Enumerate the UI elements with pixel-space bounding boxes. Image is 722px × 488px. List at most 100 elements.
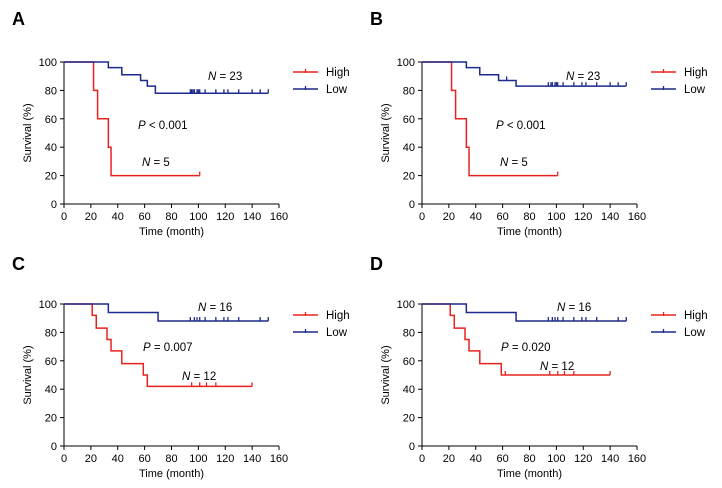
x-tick-label: 100 xyxy=(547,211,565,223)
y-axis-title: Survival (%) xyxy=(380,345,392,404)
survival-curve-low xyxy=(64,61,269,94)
x-tick-label: 0 xyxy=(419,453,425,465)
x-tick-label: 80 xyxy=(165,211,177,223)
x-tick-label: 80 xyxy=(165,453,177,465)
y-axis-title: Survival (%) xyxy=(380,103,392,162)
x-axis-title: Time (month) xyxy=(497,468,562,480)
p-value-annotation: P < 0.001 xyxy=(496,120,546,132)
x-tick-label: 100 xyxy=(189,453,207,465)
x-tick-label: 40 xyxy=(470,211,482,223)
x-tick-label: 100 xyxy=(547,453,565,465)
x-tick-label: 120 xyxy=(574,211,592,223)
x-axis-title: Time (month) xyxy=(497,226,562,238)
x-tick-label: 120 xyxy=(216,453,234,465)
x-tick-label: 0 xyxy=(61,211,67,223)
legend-label-high: High xyxy=(326,67,350,79)
legend-label-low: Low xyxy=(326,84,348,96)
p-value-annotation: P = 0.007 xyxy=(143,342,193,354)
x-tick-label: 140 xyxy=(601,453,619,465)
x-tick-label: 140 xyxy=(243,211,261,223)
y-tick-label: 0 xyxy=(51,441,57,453)
panel-a: A 0 20 40 60 80 100 120 140 160 0 20 40 60 80 100 Time (… xyxy=(12,9,350,238)
survival-curve-low xyxy=(64,303,269,322)
x-tick-label: 20 xyxy=(85,453,97,465)
x-tick-label: 40 xyxy=(112,211,124,223)
x-tick-label: 0 xyxy=(419,211,425,223)
n-label-high: N = 5 xyxy=(142,157,170,169)
y-tick-label: 0 xyxy=(409,199,415,211)
y-tick-label: 40 xyxy=(403,384,415,396)
n-label-high: N = 12 xyxy=(182,371,216,383)
legend-label-low: Low xyxy=(326,327,348,339)
survival-curve-high xyxy=(422,303,611,376)
y-tick-label: 20 xyxy=(45,413,57,425)
legend-label-low: Low xyxy=(684,84,706,96)
x-tick-label: 140 xyxy=(601,211,619,223)
y-tick-label: 60 xyxy=(45,114,57,126)
panel-letter-c: C xyxy=(12,254,25,274)
x-tick-label: 40 xyxy=(470,453,482,465)
y-tick-label: 80 xyxy=(403,327,415,339)
y-tick-label: 80 xyxy=(403,85,415,97)
y-tick-label: 20 xyxy=(403,413,415,425)
x-tick-label: 0 xyxy=(61,453,67,465)
y-tick-label: 60 xyxy=(403,356,415,368)
y-tick-label: 80 xyxy=(45,327,57,339)
x-tick-label: 60 xyxy=(139,211,151,223)
n-label-low: N = 16 xyxy=(198,302,232,314)
y-tick-label: 0 xyxy=(409,441,415,453)
x-tick-label: 160 xyxy=(270,453,288,465)
legend-label-low: Low xyxy=(684,327,706,339)
y-tick-label: 40 xyxy=(45,384,57,396)
y-tick-label: 40 xyxy=(45,142,57,154)
panel-letter-b: B xyxy=(370,9,383,29)
survival-curve-high xyxy=(64,61,200,177)
panel-b: B 0 20 40 60 80 100 120 140 160 0 20 40 60 80 100 Time (… xyxy=(370,9,708,238)
y-tick-label: 100 xyxy=(397,57,415,69)
x-tick-label: 20 xyxy=(443,453,455,465)
x-tick-label: 20 xyxy=(85,211,97,223)
survival-curve-low xyxy=(422,61,627,87)
y-tick-label: 40 xyxy=(403,142,415,154)
survival-curve-low xyxy=(422,303,627,322)
survival-curve-high xyxy=(422,61,558,177)
n-label-low: N = 23 xyxy=(208,71,242,83)
y-axis-title: Survival (%) xyxy=(22,345,34,404)
legend-label-high: High xyxy=(684,67,708,79)
y-axis-title: Survival (%) xyxy=(22,103,34,162)
x-axis-title: Time (month) xyxy=(139,468,204,480)
x-tick-label: 120 xyxy=(216,211,234,223)
legend-label-high: High xyxy=(684,310,708,322)
panel-c: C 0 20 40 60 80 100 120 140 160 0 20 40 60 80 100 Time (… xyxy=(12,254,350,480)
panel-d: D 0 20 40 60 80 100 120 140 160 0 20 40 60 80 100 Time (… xyxy=(370,254,708,480)
n-label-high: N = 5 xyxy=(500,157,528,169)
x-tick-label: 160 xyxy=(270,211,288,223)
p-value-annotation: P = 0.020 xyxy=(501,342,551,354)
x-axis-title: Time (month) xyxy=(139,226,204,238)
survival-curve-high xyxy=(64,303,253,388)
x-tick-label: 100 xyxy=(189,211,207,223)
y-tick-label: 100 xyxy=(397,299,415,311)
y-tick-label: 20 xyxy=(45,171,57,183)
n-label-high: N = 12 xyxy=(540,361,574,373)
panel-letter-a: A xyxy=(12,9,25,29)
x-tick-label: 80 xyxy=(523,453,535,465)
n-label-low: N = 16 xyxy=(557,302,591,314)
x-tick-label: 20 xyxy=(443,211,455,223)
p-value-annotation: P < 0.001 xyxy=(138,120,188,132)
legend-label-high: High xyxy=(326,310,350,322)
y-tick-label: 20 xyxy=(403,171,415,183)
y-tick-label: 100 xyxy=(39,57,57,69)
y-tick-label: 80 xyxy=(45,85,57,97)
x-tick-label: 60 xyxy=(497,211,509,223)
x-tick-label: 60 xyxy=(497,453,509,465)
x-tick-label: 160 xyxy=(628,453,646,465)
n-label-low: N = 23 xyxy=(566,71,600,83)
y-tick-label: 60 xyxy=(45,356,57,368)
panel-letter-d: D xyxy=(370,254,383,274)
y-tick-label: 100 xyxy=(39,299,57,311)
y-tick-label: 0 xyxy=(51,199,57,211)
y-tick-label: 60 xyxy=(403,114,415,126)
x-tick-label: 120 xyxy=(574,453,592,465)
